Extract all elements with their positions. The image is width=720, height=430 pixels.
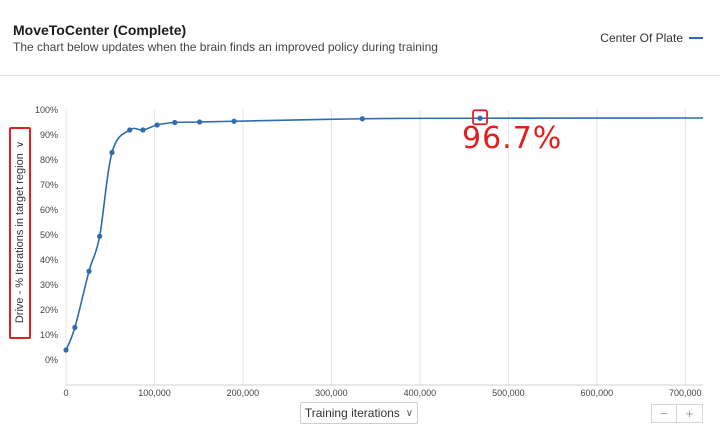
- zoom-in-button[interactable]: +: [677, 404, 703, 423]
- x-tick-label: 600,000: [581, 388, 614, 398]
- x-axis-label: Training iterations: [304, 406, 400, 420]
- chart-header: MoveToCenter (Complete) The chart below …: [0, 0, 720, 76]
- grid-lines: [65, 109, 703, 386]
- legend[interactable]: Center Of Plate: [600, 31, 703, 45]
- y-tick-label: 10%: [40, 330, 58, 340]
- chart-title: MoveToCenter (Complete): [13, 22, 187, 38]
- x-axis-selector[interactable]: Training iterations ∨: [300, 402, 418, 424]
- chevron-down-icon: ∨: [14, 140, 26, 149]
- x-tick-label: 500,000: [492, 388, 525, 398]
- data-point[interactable]: [86, 268, 92, 274]
- y-axis-selector[interactable]: Drive - % Iterations in target region ∨: [14, 141, 26, 323]
- data-point[interactable]: [154, 122, 160, 128]
- x-tick-label: 700,000: [669, 388, 702, 398]
- data-point[interactable]: [140, 127, 146, 133]
- highlight-marker: [472, 109, 488, 126]
- data-point[interactable]: [72, 324, 78, 331]
- data-point[interactable]: [63, 347, 69, 353]
- y-tick-label: 70%: [40, 180, 58, 190]
- data-point[interactable]: [477, 115, 483, 121]
- y-axis-selector-highlight: [9, 127, 31, 339]
- data-point[interactable]: [231, 118, 237, 124]
- data-point[interactable]: [359, 116, 365, 122]
- y-tick-labels: 0% 10% 20% 30% 40% 50% 60% 70% 80% 90% 100%: [35, 105, 58, 365]
- y-tick-label: 60%: [40, 205, 58, 215]
- data-point[interactable]: [196, 119, 203, 125]
- y-tick-label: 40%: [40, 255, 58, 265]
- y-tick-label: 100%: [35, 105, 58, 115]
- y-tick-label: 50%: [40, 230, 58, 240]
- x-tick-label: 200,000: [227, 388, 260, 398]
- series-markers: [63, 115, 483, 353]
- y-tick-label: 90%: [40, 130, 58, 140]
- legend-swatch: [689, 37, 703, 39]
- highlight-box: [472, 109, 488, 126]
- value-annotation: 96.7%: [462, 121, 563, 156]
- y-tick-label: 0%: [45, 355, 58, 365]
- y-tick-label: 30%: [40, 280, 58, 290]
- x-tick-label: 400,000: [404, 388, 437, 398]
- chevron-down-icon: ∨: [405, 407, 414, 419]
- data-point[interactable]: [172, 119, 178, 126]
- data-point[interactable]: [97, 233, 103, 239]
- x-tick-label: 0: [63, 388, 68, 398]
- data-point[interactable]: [109, 149, 115, 156]
- x-tick-labels: 0 100,000 200,000 300,000 400,000 500,000 600,…: [63, 388, 701, 398]
- x-tick-label: 100,000: [138, 388, 171, 398]
- x-tick-label: 300,000: [315, 388, 348, 398]
- chart-subtitle: The chart below updates when the brain f…: [13, 40, 438, 54]
- y-tick-label: 20%: [40, 305, 58, 315]
- zoom-out-button[interactable]: −: [651, 404, 677, 423]
- data-point[interactable]: [127, 127, 133, 133]
- zoom-controls: − +: [651, 404, 703, 423]
- y-tick-label: 80%: [40, 155, 58, 165]
- series-line-path: [65, 117, 704, 351]
- legend-label: Center Of Plate: [600, 31, 683, 45]
- series-line: [65, 117, 704, 351]
- y-axis-label: Drive - % Iterations in target region: [14, 153, 26, 324]
